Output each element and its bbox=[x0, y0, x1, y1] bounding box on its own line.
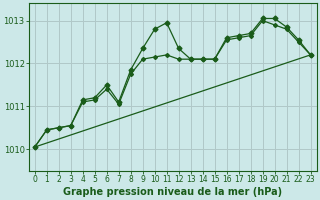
X-axis label: Graphe pression niveau de la mer (hPa): Graphe pression niveau de la mer (hPa) bbox=[63, 187, 282, 197]
